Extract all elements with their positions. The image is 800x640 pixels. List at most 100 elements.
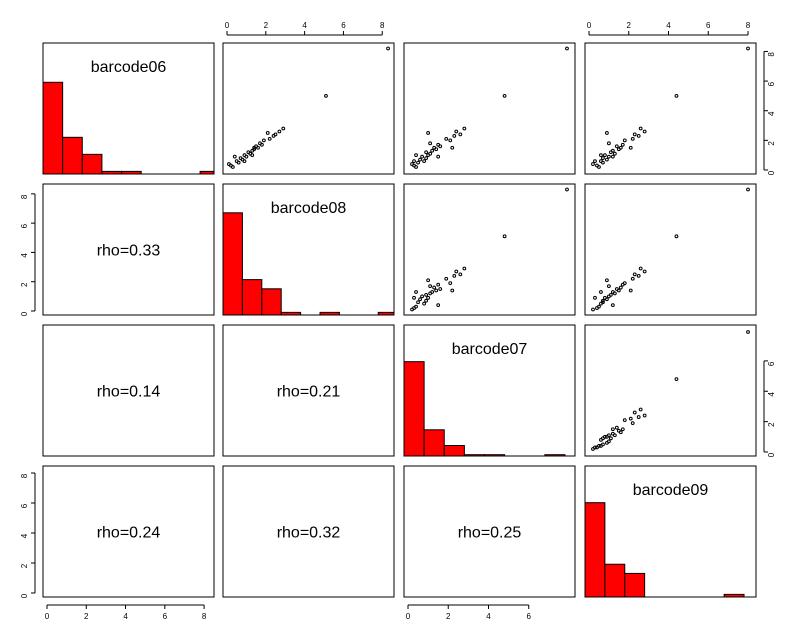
scatter-point [450,145,455,150]
scatter-point [610,431,615,436]
scatter-point [232,154,237,159]
histogram-bar [463,454,485,457]
histogram-bar [199,170,215,175]
histogram-bar [42,81,64,175]
x-tick-label: 2 [446,612,451,621]
scatter-point [428,151,433,156]
scatter-point [454,129,459,134]
histogram-bar [584,502,606,598]
scatter-point [416,300,420,305]
scatter-point [636,415,641,419]
x-tick-label: 6 [341,21,346,30]
x-tick-label: 4 [123,612,128,621]
scatter-point [462,266,467,271]
scatter-point [430,290,435,294]
scatter-point [412,159,416,164]
scatter-point [277,129,282,134]
y-tick-label: 6 [767,81,776,86]
scatter-point [418,157,422,162]
histogram-bar [62,136,83,175]
scatter-point [674,377,679,382]
y-tick-label: 4 [767,111,776,116]
scatter-point [448,281,453,286]
scatter-point [416,160,420,165]
scatter-point [436,303,441,308]
x-tick-label: 8 [202,612,207,621]
scatter-point [612,151,617,156]
scatter-point [674,234,679,239]
scatter-point [636,134,641,138]
y-tick-label: 4 [767,391,776,396]
rho-label: rho=0.32 [277,525,341,542]
scatter-point [438,287,443,291]
y-tick-label: 0 [20,311,29,316]
scatter-point [238,156,243,161]
x-tick-label: 8 [746,21,751,30]
y-tick-label: 8 [20,473,29,478]
scatter-point [642,269,647,274]
scatter-point [424,298,429,303]
scatter-point [450,288,455,293]
scatter-point [452,134,457,138]
y-tick-label: 4 [20,253,29,258]
panel-frame-r1-c3 [584,183,757,316]
scatter-point [604,434,609,439]
panel-frame-r1-c0 [42,183,215,316]
panel-frame-r2-c1 [222,324,395,457]
scatter-point [746,46,750,51]
histogram-bar [723,593,745,598]
y-tick-label: 8 [767,52,776,57]
scatter-point [628,288,633,293]
scatter-point [610,290,615,294]
scatter-point [601,156,605,161]
scatter-point [595,445,599,450]
scatter-point [746,330,750,334]
rho-label: rho=0.25 [458,525,522,542]
scatter-point [267,136,272,141]
scatter-point [258,141,262,146]
x-tick-label: 2 [627,21,632,30]
scatter-point [565,187,569,192]
scatter-point [502,94,507,98]
scatter-point [601,298,605,303]
scatter-point [414,153,418,158]
scatter-point [606,439,611,444]
scatter-point [604,131,609,135]
histogram-bar [81,153,103,175]
scatter-point [252,147,257,152]
scatter-point [432,285,437,290]
scatter-point [426,278,431,283]
scatter-point [424,156,429,161]
x-tick-label: 0 [225,21,230,30]
scatter-point [618,285,623,290]
scatter-point [638,407,643,412]
x-tick-label: 2 [264,21,269,30]
histogram-bar [403,361,425,457]
scatter-point [448,138,453,143]
scatter-point [428,284,433,289]
scatter-point [458,132,463,137]
rho-label: rho=0.24 [97,525,161,542]
y-tick-label: 0 [767,452,776,457]
y-tick-label: 2 [20,563,29,568]
scatter-point [591,162,595,166]
scatter-point [610,154,615,159]
scatter-point [420,294,424,299]
scatter-point [604,278,609,283]
histogram-bar [121,170,142,175]
scatter-point [614,144,619,149]
scatter-point [606,154,611,159]
scatter-point [420,154,424,159]
scatter-point [502,234,507,239]
scatter-point [674,94,679,98]
scatter-point [606,284,611,289]
scatter-point [604,157,609,162]
scatter-point [234,159,239,164]
histogram-bar [280,311,302,316]
scatter-point [593,445,597,450]
scatter-point [434,288,439,293]
scatter-point [591,307,595,312]
scatter-point [620,427,625,432]
x-tick-label: 6 [706,21,711,30]
